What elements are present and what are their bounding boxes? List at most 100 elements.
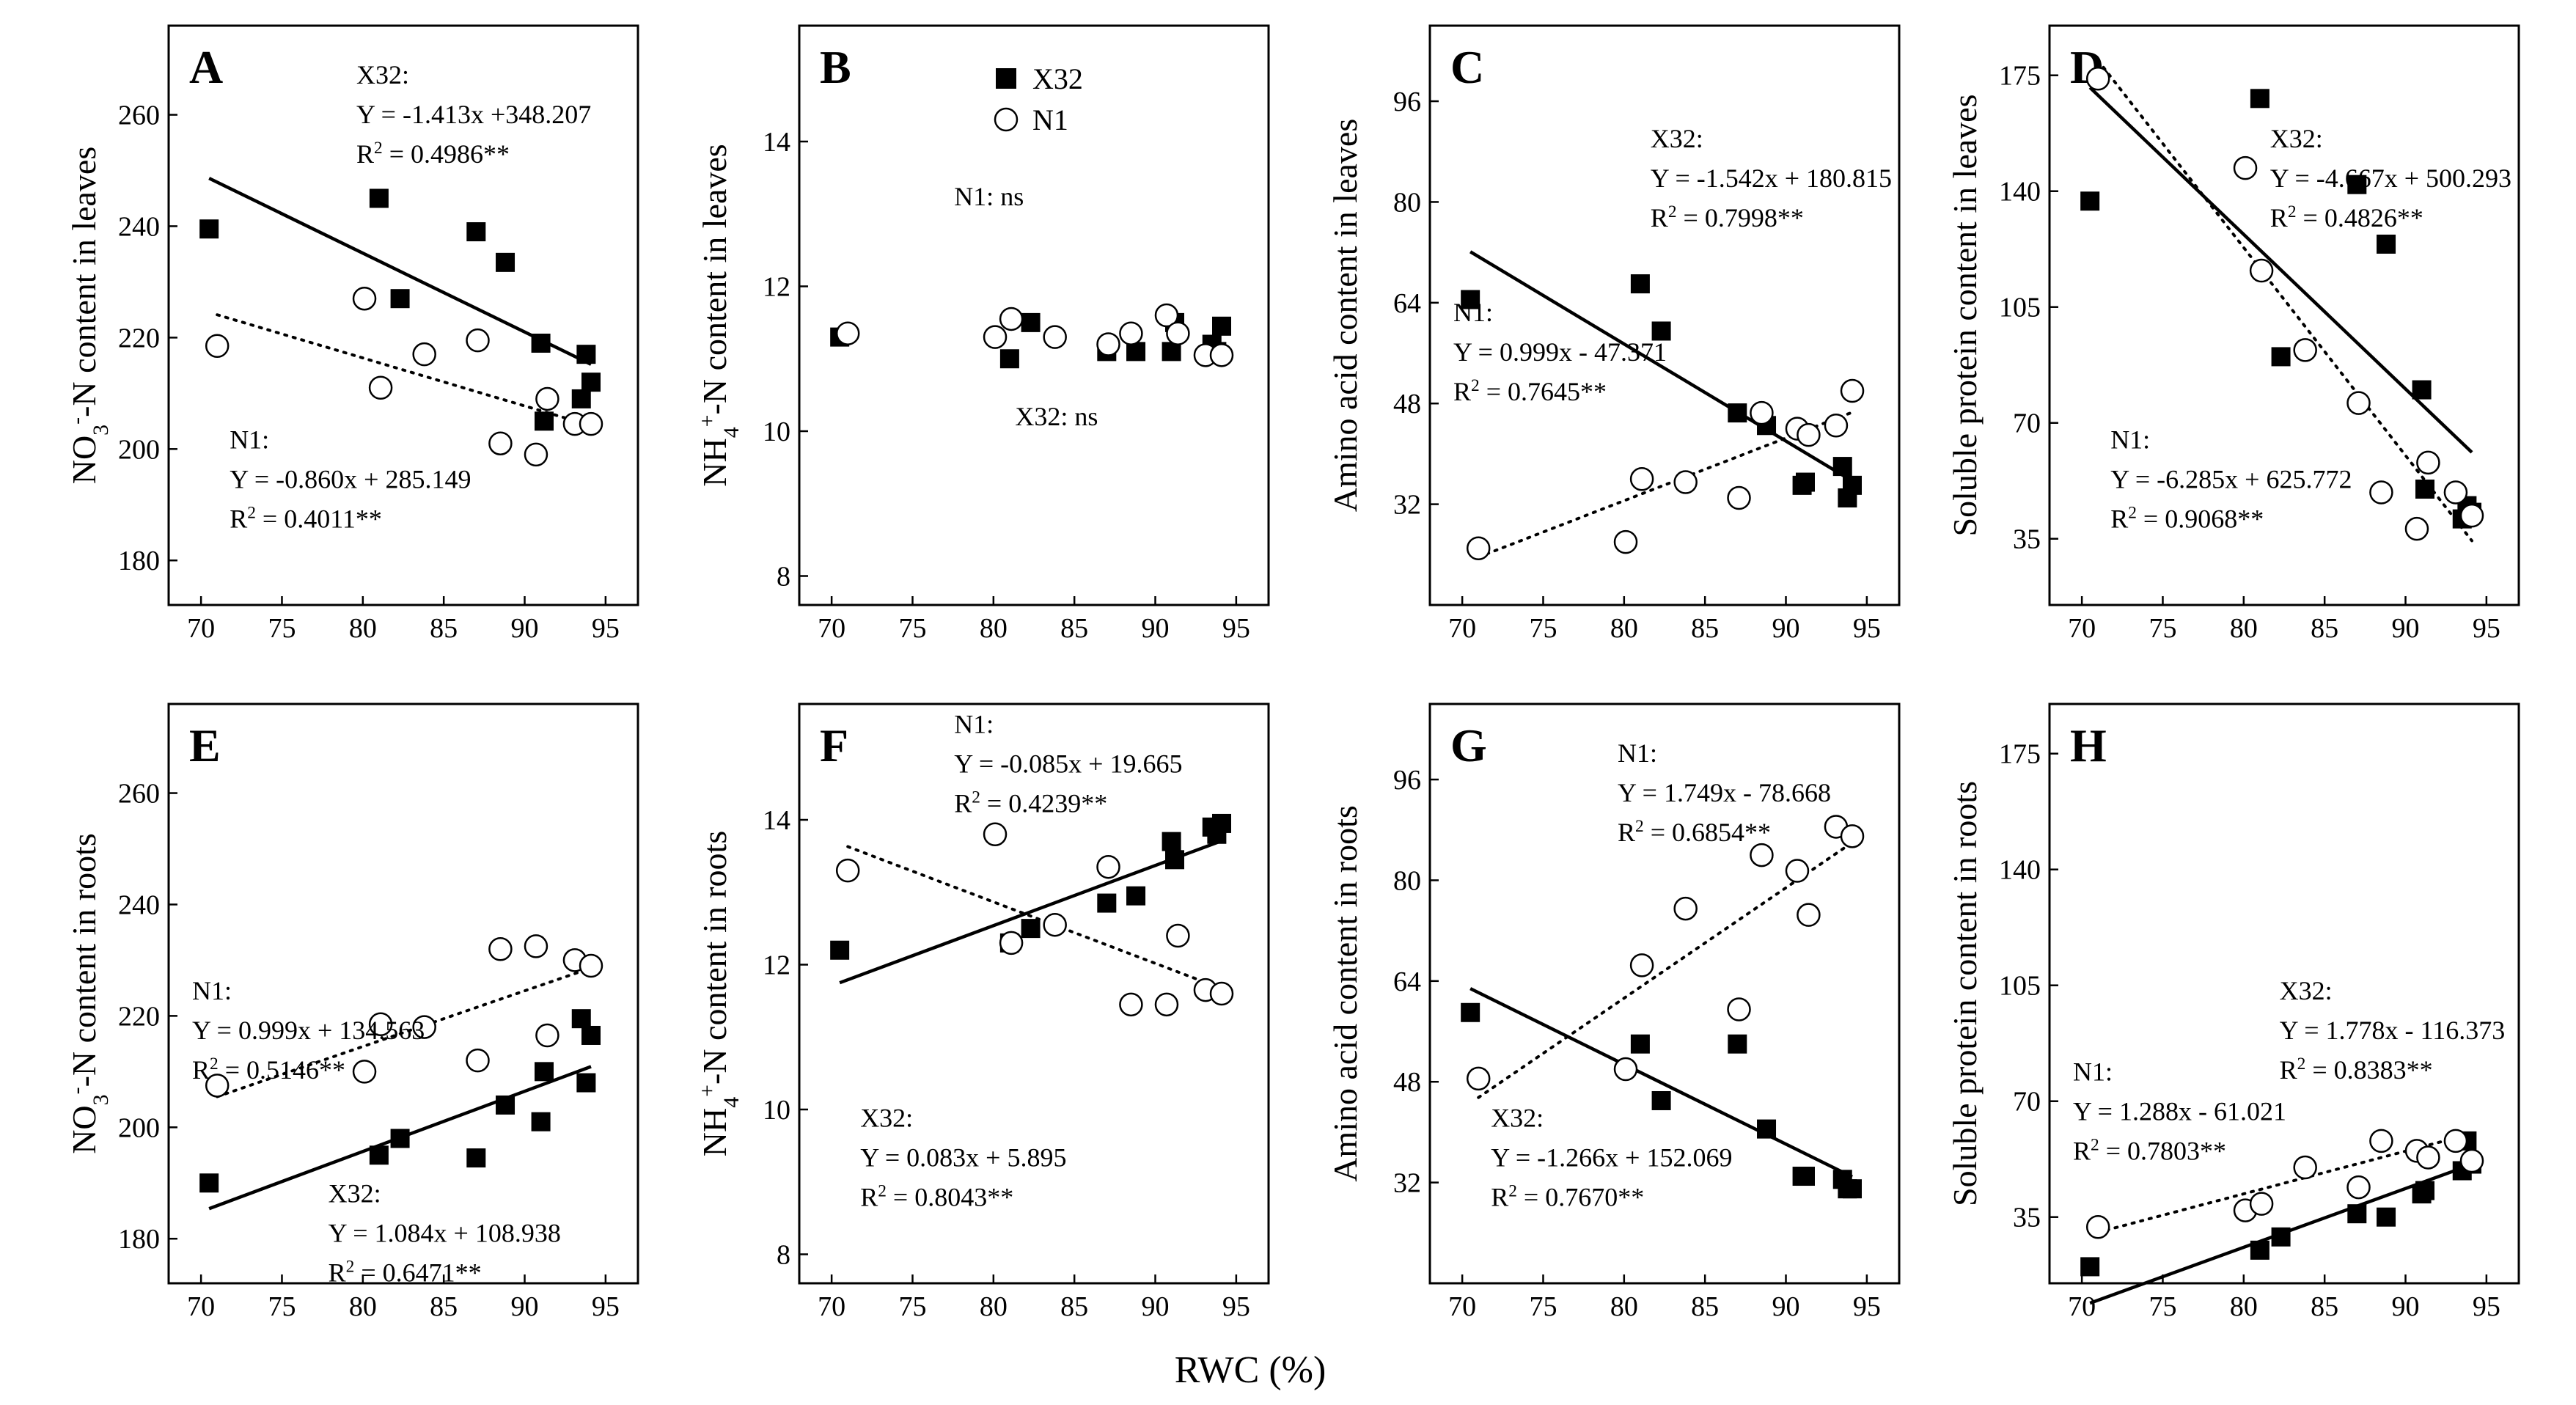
data-point-x32 [1021, 919, 1041, 939]
y-tick-label: 140 [1999, 855, 2041, 886]
x-tick-label: 80 [349, 613, 377, 644]
panel-b-frame [798, 24, 1270, 606]
data-point-n1 [1119, 321, 1143, 345]
text-segment: -N content in leaves [696, 144, 733, 414]
annotation-line: R2 = 0.4826** [2270, 202, 2423, 232]
x-tick-label: 90 [2392, 613, 2420, 644]
x-tick-label: 95 [1222, 1291, 1250, 1322]
text-segment: 2 [2091, 1136, 2099, 1155]
data-point-n1 [368, 375, 393, 400]
x-tick-label: 95 [592, 1291, 620, 1322]
fit-line-x32 [208, 177, 592, 366]
text-segment: 2 [247, 504, 256, 523]
annotation-line: Y = 1.749x - 78.668 [1618, 778, 1831, 807]
figure-x-axis-label: RWC (%) [1175, 1349, 1326, 1391]
data-point-n1 [524, 934, 548, 958]
data-point-x32 [1796, 472, 1815, 492]
text-segment: Amino acid content in roots [1326, 805, 1364, 1182]
data-point-n1 [835, 858, 860, 883]
x-tick-label: 85 [430, 613, 458, 644]
panel-c-frame [1428, 24, 1901, 606]
x-tick-label: 95 [1853, 613, 1881, 644]
text-segment: N1: [954, 710, 994, 739]
data-point-x32 [496, 1095, 515, 1115]
text-segment: N1: [230, 425, 269, 455]
annotation-line: Y = 1.288x - 61.021 [2073, 1097, 2286, 1126]
annotation-line: Y = -6.285x + 625.772 [2110, 465, 2352, 494]
data-point-n1 [412, 342, 436, 367]
y-tick-label: 64 [1393, 966, 1421, 997]
x-tick-label: 85 [1060, 613, 1088, 644]
text-segment: - [65, 1087, 89, 1094]
text-segment: Y = -1.542x + 180.815 [1651, 164, 1892, 193]
data-point-n1 [1840, 378, 1865, 403]
text-segment: X32: ns [1015, 402, 1098, 431]
x-tick-label: 80 [2230, 613, 2258, 644]
text-segment: R [1618, 818, 1635, 847]
data-point-x32 [2271, 347, 2291, 367]
text-segment: NO [65, 436, 103, 484]
data-point-x32 [2347, 1204, 2367, 1224]
annotation-line: R2 = 0.7998** [1651, 202, 1804, 232]
x-tick-label: 70 [1448, 1291, 1476, 1322]
panel-b-y-axis-label: NH4+-N content in leaves [695, 144, 744, 486]
text-segment: 2 [346, 1257, 355, 1276]
text-segment: Soluble protein content in leaves [1946, 95, 1984, 537]
data-point-n1 [1785, 859, 1810, 883]
data-point-x32 [496, 252, 515, 272]
data-point-n1 [1613, 529, 1638, 554]
text-segment: R [329, 1258, 346, 1287]
x-tick-label: 90 [511, 1291, 539, 1322]
panel-g-letter: G [1450, 719, 1487, 771]
data-point-x32 [571, 389, 591, 408]
y-tick-label: 8 [777, 562, 790, 593]
text-segment: X32: [356, 60, 409, 89]
text-segment: X32: [860, 1104, 913, 1133]
panel-c-letter: C [1450, 41, 1484, 93]
x-tick-label: 85 [2311, 613, 2338, 644]
data-point-x32 [466, 222, 486, 242]
data-point-n1 [835, 321, 860, 345]
data-point-n1 [1119, 992, 1143, 1017]
annotation-line: R2 = 0.7670** [1491, 1182, 1644, 1212]
panel-b: 70 75 80 85 90 95 8 10 12 14 NH4+-N content in lea… [695, 24, 1270, 644]
data-point-x32 [531, 333, 551, 353]
y-tick-label: 70 [2013, 1087, 2041, 1118]
panel-h: 70 75 80 85 90 95 35 70 105 140 175 Soluble protein… [1946, 702, 2520, 1322]
panel-f-frame [798, 702, 1270, 1285]
x-tick-label: 90 [1142, 1291, 1170, 1322]
text-segment: = 0.6471** [354, 1258, 481, 1287]
data-point-x32 [531, 1112, 551, 1131]
data-point-n1 [999, 931, 1024, 955]
text-segment: = 0.9068** [2137, 505, 2264, 534]
data-point-n1 [579, 411, 603, 436]
x-tick-label: 75 [1529, 1291, 1557, 1322]
legend-n1-marker [994, 107, 1019, 132]
annotation-line: R2 = 0.4986** [356, 139, 510, 169]
text-segment: Y = -0.085x + 19.665 [954, 749, 1182, 779]
data-point-n1 [352, 1060, 377, 1084]
data-point-x32 [1126, 886, 1146, 906]
x-tick-label: 75 [898, 1291, 926, 1322]
data-point-x32 [390, 289, 410, 309]
text-segment: NH [696, 438, 733, 486]
x-tick-label: 70 [187, 613, 215, 644]
data-point-n1 [466, 1048, 490, 1073]
data-point-x32 [1757, 1119, 1777, 1139]
y-tick-label: 175 [1999, 739, 2041, 770]
data-point-x32 [369, 188, 389, 208]
text-segment: 2 [1668, 202, 1677, 221]
panel-e-frame [167, 702, 639, 1285]
data-point-x32 [581, 373, 601, 392]
text-segment: Y = 0.999x - 47.371 [1453, 337, 1667, 367]
annotation-line: Y = -1.266x + 152.069 [1491, 1143, 1732, 1173]
data-point-n1 [1166, 923, 1190, 948]
data-point-n1 [999, 307, 1024, 331]
text-segment: = 0.8043** [887, 1183, 1013, 1212]
data-point-x32 [999, 349, 1019, 369]
y-tick-label: 240 [118, 889, 160, 920]
